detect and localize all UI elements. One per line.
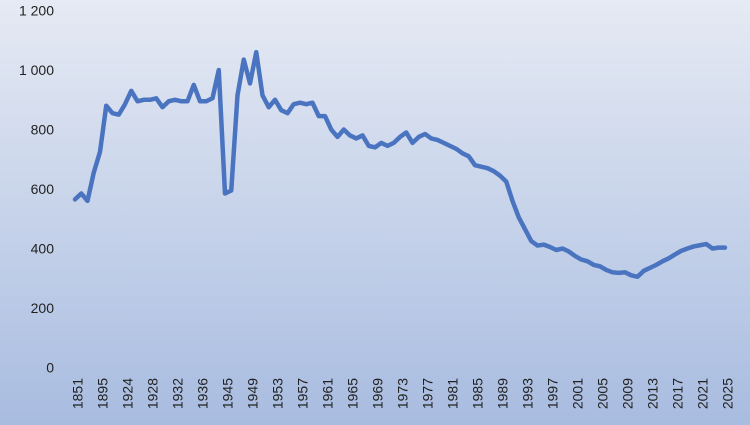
x-tick-label: 1973 <box>395 378 411 409</box>
x-tick-label: 1965 <box>345 378 361 409</box>
x-tick-label: 1953 <box>270 378 286 409</box>
x-tick-label: 2009 <box>620 378 636 409</box>
x-tick-label: 2001 <box>570 378 586 409</box>
x-tick-label: 1928 <box>145 378 161 409</box>
x-tick-label: 2017 <box>670 378 686 409</box>
x-tick-label: 1932 <box>170 378 186 409</box>
x-tick-label: 1961 <box>320 378 336 409</box>
x-tick-label: 1924 <box>120 378 136 409</box>
x-tick-label: 1993 <box>520 378 536 409</box>
x-tick-label: 1997 <box>545 378 561 409</box>
x-tick-label: 1945 <box>220 378 236 409</box>
x-tick-label: 1936 <box>195 378 211 409</box>
x-tick-label: 1985 <box>470 378 486 409</box>
x-tick-label: 1957 <box>295 378 311 409</box>
x-tick-label: 2021 <box>695 378 711 409</box>
line-series <box>72 49 728 280</box>
x-tick-label: 1969 <box>370 378 386 409</box>
y-tick-label: 400 <box>31 241 55 257</box>
y-tick-label: 1 000 <box>19 62 54 78</box>
x-tick-label: 1977 <box>420 378 436 409</box>
y-tick-label: 600 <box>31 181 55 197</box>
x-tick-label: 2025 <box>720 378 736 409</box>
x-tick-label: 1851 <box>70 378 86 409</box>
y-tick-label: 800 <box>31 122 55 138</box>
x-tick-label: 2013 <box>645 378 661 409</box>
x-tick-label: 1895 <box>95 378 111 409</box>
y-tick-label: 200 <box>31 300 55 316</box>
x-tick-label: 1989 <box>495 378 511 409</box>
y-tick-label: 1 200 <box>19 3 54 19</box>
y-tick-label: 0 <box>46 360 54 376</box>
x-tick-label: 1981 <box>445 378 461 409</box>
x-tick-label: 2005 <box>595 378 611 409</box>
x-tick-label: 1949 <box>245 378 261 409</box>
